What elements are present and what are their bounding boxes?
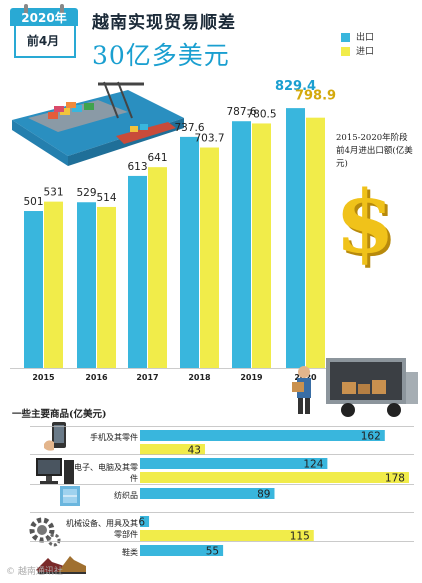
bar-import-2016: [97, 206, 116, 368]
category-label-machinery: 机械设备、用具及其零部件: [66, 519, 138, 539]
gear-icon: [29, 517, 61, 547]
legend-item-export: 出口: [341, 30, 374, 43]
bar-label-import-2018: 703.7: [194, 133, 224, 145]
calendar-year: 2020年: [21, 11, 67, 25]
bar-label-export-2016: 529: [76, 187, 96, 199]
bar-label-export-2015: 501: [23, 196, 43, 208]
hbar-import-0: [140, 444, 205, 455]
x-tick-2015: 2015: [32, 373, 55, 382]
hbar-label-import-0: 43: [188, 445, 201, 457]
bar-import-2015: [44, 201, 63, 368]
watermark: © 越南通讯社: [6, 567, 63, 577]
bar-label-export-2018: 737.6: [174, 122, 204, 134]
bar-label-export-2017: 613: [127, 161, 147, 173]
legend-item-import: 进口: [341, 44, 374, 57]
hbar-export-2: [140, 488, 275, 499]
hbar-export-4: [140, 545, 224, 556]
bar-export-2016: [77, 202, 96, 368]
port-illustration: [12, 81, 184, 166]
category-label-electronics: 电子、电脑及其零件: [74, 463, 138, 483]
ring: [60, 4, 64, 14]
category-label-phones: 手机及其零件: [90, 433, 138, 442]
bar-label-export-2019: 787.6: [226, 106, 256, 118]
legend-label-export: 出口: [356, 33, 375, 43]
chart-note: 2015-2020年阶段前4月进出口额(亿美元): [336, 133, 413, 169]
bar-import-2018: [200, 147, 219, 368]
bar-label-import-2020: 798.9: [295, 89, 336, 104]
hbar-export-0: [140, 430, 385, 441]
category-label-footwear: 鞋类: [122, 548, 138, 557]
shoes-icon: [36, 556, 86, 574]
textile-icon: [60, 486, 80, 506]
hbar-label-import-3: 115: [290, 531, 310, 543]
hbar-export-1: [140, 458, 328, 469]
calendar-month: 前4月: [26, 34, 60, 48]
dollar-sign-icon: $: [335, 172, 395, 273]
x-tick-2019: 2019: [240, 373, 263, 382]
bar-export-2017: [128, 175, 147, 368]
bar-export-2019: [232, 121, 251, 369]
bar-export-2015: [24, 211, 43, 368]
bar-label-import-2019: 780.5: [246, 108, 276, 120]
x-tick-2016: 2016: [85, 373, 108, 382]
computer-icon: [36, 458, 74, 484]
bar-import-2020: [306, 117, 325, 368]
bar-export-2020: [286, 108, 305, 368]
title-line-2: 30亿多美元: [92, 41, 230, 70]
smartphone-icon: [44, 422, 66, 451]
bar-label-import-2017: 641: [147, 152, 167, 164]
category-label-textiles: 纺织品: [114, 491, 138, 500]
hbar-import-3: [140, 530, 314, 541]
title-line-1: 越南实现贸易顺差: [92, 13, 236, 33]
x-tick-2017: 2017: [136, 373, 158, 382]
hbar-label-export-4: 55: [206, 546, 219, 558]
legend-swatch-import: [341, 47, 350, 56]
calendar-icon: 2020年 前4月: [10, 4, 78, 60]
hbar-label-import-1: 178: [385, 473, 405, 485]
bar-label-export-2020: 829.4: [275, 79, 316, 94]
bar-import-2017: [148, 167, 167, 368]
hbar-import-1: [140, 472, 409, 483]
hbar-export-3: [140, 516, 150, 527]
delivery-truck-illustration: [292, 358, 418, 417]
hbar-label-export-0: 162: [361, 431, 381, 443]
hbar-label-export-1: 124: [303, 459, 323, 471]
x-tick-2018: 2018: [188, 373, 211, 382]
bar-export-2018: [180, 136, 199, 368]
hbar-label-export-2: 89: [257, 489, 270, 501]
ring: [24, 4, 28, 14]
bar-label-import-2015: 531: [43, 187, 63, 199]
legend-label-import: 进口: [356, 47, 375, 57]
bar-import-2019: [252, 123, 271, 369]
legend-swatch-export: [341, 33, 350, 42]
bar-label-import-2016: 514: [96, 192, 116, 204]
commodities-title: 一些主要商品(亿美元): [12, 409, 107, 420]
hbar-label-export-3: 6: [138, 517, 145, 529]
